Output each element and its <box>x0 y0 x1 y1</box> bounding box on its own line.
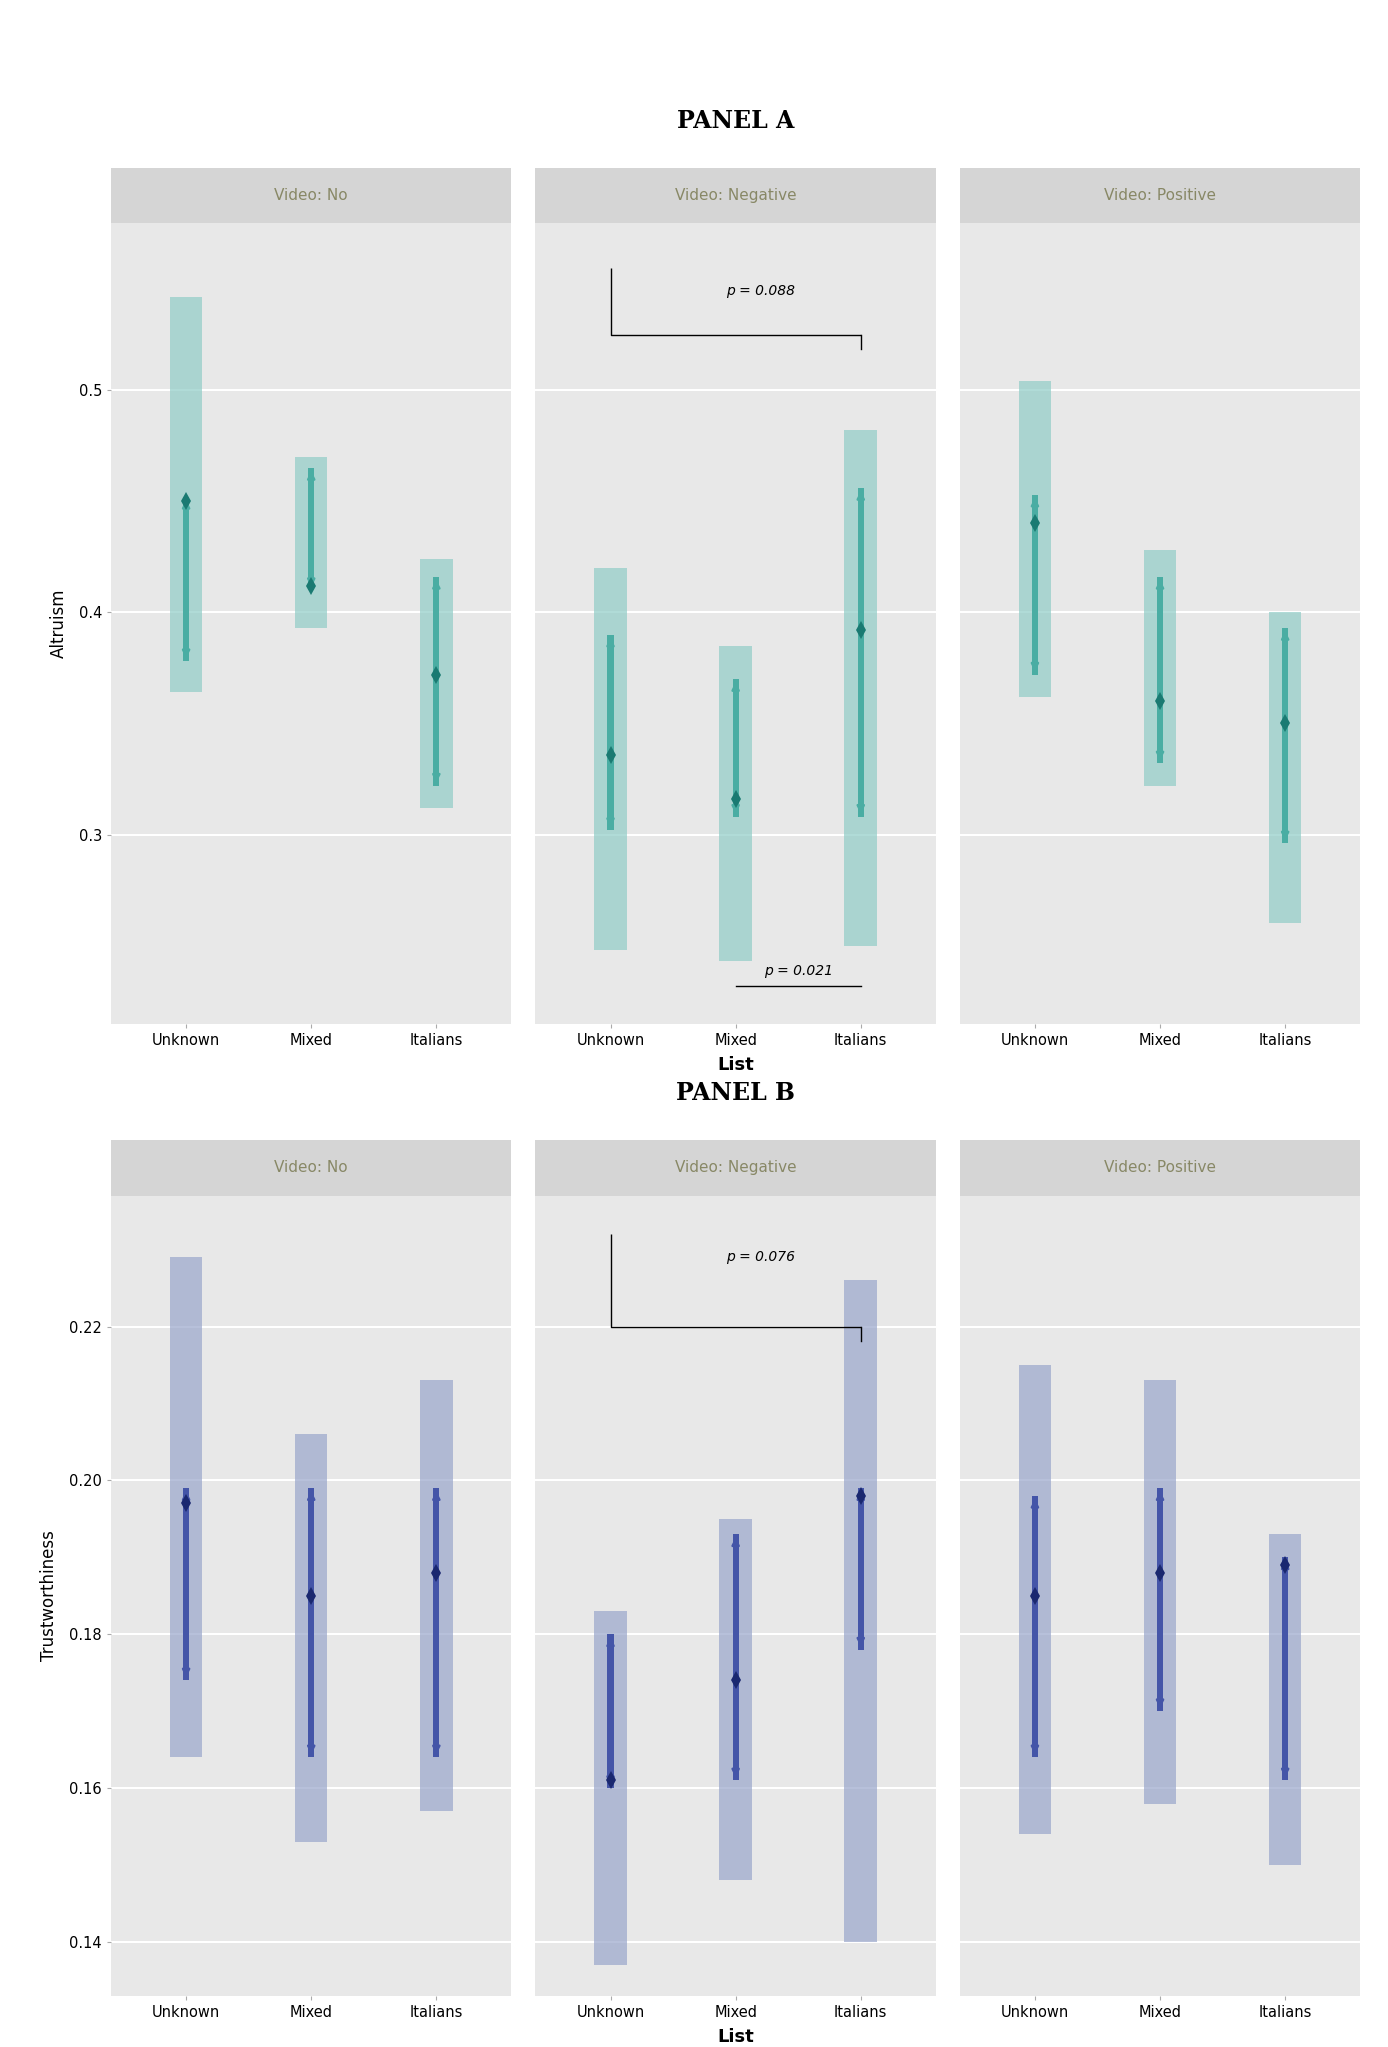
Bar <box>608 1634 613 1789</box>
Bar <box>308 1488 314 1758</box>
Bar <box>1019 381 1051 696</box>
Bar <box>844 1281 877 1943</box>
Bar <box>844 430 877 946</box>
Text: Video: Negative: Video: Negative <box>675 1161 797 1175</box>
Bar <box>1269 1535 1302 1865</box>
Bar <box>421 1380 452 1812</box>
Bar <box>169 1257 203 1758</box>
Bar <box>421 559 452 809</box>
Text: Video: Positive: Video: Positive <box>1103 188 1216 203</box>
Text: PANEL B: PANEL B <box>676 1081 795 1105</box>
Bar <box>1031 1496 1038 1758</box>
X-axis label: List: List <box>718 2029 754 2047</box>
Bar <box>169 297 203 692</box>
Bar <box>1158 577 1163 764</box>
X-axis label: List: List <box>718 1056 754 1075</box>
Text: Video: Positive: Video: Positive <box>1103 1161 1216 1175</box>
Bar <box>733 1535 738 1781</box>
Bar <box>1283 628 1288 843</box>
Bar <box>296 1435 328 1842</box>
Y-axis label: Altruism: Altruism <box>50 590 68 659</box>
Bar <box>308 469 314 590</box>
Bar <box>183 497 189 661</box>
Text: PANEL A: PANEL A <box>677 108 794 133</box>
Bar <box>594 567 627 950</box>
Bar <box>1144 551 1176 786</box>
Text: Video: Negative: Video: Negative <box>675 188 797 203</box>
Y-axis label: Trustworthiness: Trustworthiness <box>40 1531 58 1662</box>
Bar <box>733 680 738 817</box>
Text: Video: No: Video: No <box>275 1161 348 1175</box>
Bar <box>1019 1365 1051 1834</box>
Bar <box>1144 1380 1176 1803</box>
Bar <box>1158 1488 1163 1711</box>
Text: Video: No: Video: No <box>275 188 348 203</box>
Bar <box>433 1488 440 1758</box>
Text: p = 0.076: p = 0.076 <box>726 1251 795 1265</box>
Bar <box>433 577 440 786</box>
Bar <box>296 456 328 628</box>
Text: p = 0.021: p = 0.021 <box>763 964 833 978</box>
Bar <box>1269 612 1302 923</box>
Bar <box>858 487 863 817</box>
Bar <box>719 645 752 962</box>
Bar <box>183 1488 189 1681</box>
Text: p = 0.088: p = 0.088 <box>726 285 795 299</box>
Bar <box>719 1519 752 1881</box>
Bar <box>594 1611 627 1965</box>
Bar <box>1031 495 1038 676</box>
Bar <box>1283 1558 1288 1781</box>
Bar <box>608 635 613 831</box>
Bar <box>858 1488 863 1650</box>
